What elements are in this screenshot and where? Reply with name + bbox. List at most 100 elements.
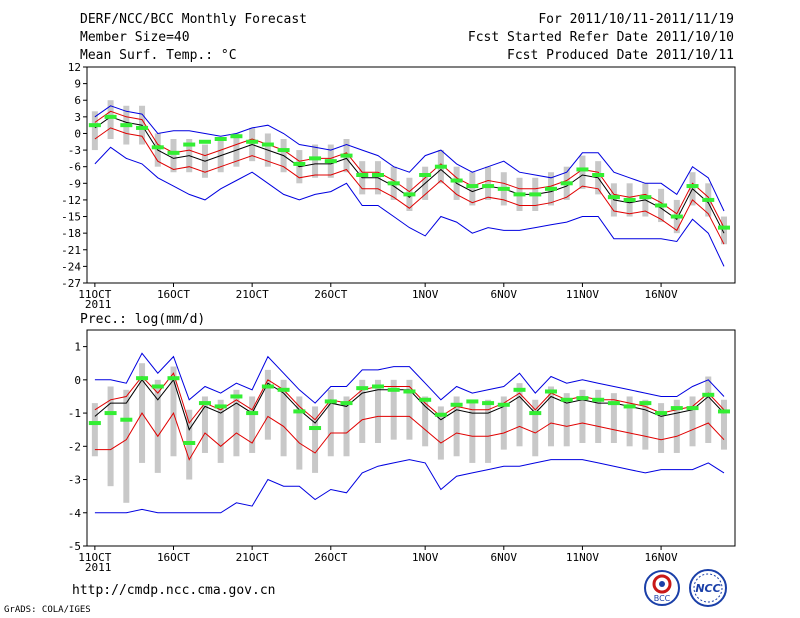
series-line-lower-inner	[94, 411, 725, 461]
series-line-lower-inner	[94, 127, 725, 245]
spread-box	[532, 399, 539, 457]
observation-marker	[434, 164, 447, 169]
plot-frame	[86, 329, 736, 547]
observation-marker	[261, 384, 274, 389]
observation-marker	[592, 173, 605, 177]
series-line-upper-outer	[94, 105, 725, 212]
observation-marker	[513, 192, 526, 197]
y-tick-label: -15	[61, 211, 81, 224]
chart-title: DERF/NCC/BCC Monthly Forecast	[80, 12, 307, 27]
observation-marker	[497, 402, 510, 407]
variable-label: Mean Surf. Temp.: °C	[80, 48, 237, 63]
observation-marker	[183, 440, 196, 445]
y-tick-label: 9	[74, 78, 81, 91]
plot-frame	[86, 66, 736, 284]
observation-marker	[88, 421, 101, 426]
spread-box	[516, 383, 523, 447]
spread-box	[327, 389, 334, 457]
spread-box	[485, 399, 492, 463]
observation-marker	[482, 184, 495, 189]
x-tick-label: 16NOV	[645, 551, 678, 564]
spread-box	[610, 393, 617, 443]
observation-marker	[544, 389, 557, 394]
spread-box	[264, 369, 271, 440]
observation-marker	[246, 411, 259, 416]
x-tick-label: 21OCT	[236, 288, 269, 301]
x-tick-label: 16OCT	[157, 288, 190, 301]
observation-marker	[293, 409, 306, 414]
observation-marker	[482, 401, 495, 406]
spread-box	[453, 396, 460, 457]
observation-marker	[576, 396, 589, 401]
observation-marker	[340, 401, 353, 406]
observation-marker	[497, 186, 510, 191]
observation-marker	[183, 142, 196, 147]
spread-box	[642, 399, 649, 450]
observation-marker	[419, 173, 432, 177]
observation-marker	[717, 225, 730, 230]
observation-marker	[655, 411, 668, 416]
observation-marker	[529, 192, 542, 197]
observation-marker	[387, 387, 400, 392]
observation-marker	[230, 394, 243, 399]
x-tick-label: 16OCT	[157, 551, 190, 564]
logos: BCC NCC	[644, 569, 727, 607]
observation-marker	[607, 401, 620, 406]
observation-marker	[356, 173, 369, 177]
observation-marker	[623, 404, 636, 409]
series-line-lower-outer	[94, 146, 725, 267]
fcst-produced-label: Fcst Produced Date 2011/10/11	[507, 48, 734, 63]
forecast-period-label: For 2011/10/11-2011/11/19	[538, 12, 734, 27]
observation-marker	[277, 148, 290, 153]
observation-marker	[607, 195, 620, 200]
spread-box	[547, 386, 554, 447]
observation-marker	[639, 401, 652, 406]
observation-marker	[198, 139, 211, 144]
spread-box	[343, 396, 350, 457]
observation-marker	[277, 387, 290, 392]
spread-box	[579, 389, 586, 443]
observation-marker	[403, 389, 416, 394]
observation-marker	[576, 167, 589, 172]
observation-marker	[136, 376, 149, 381]
spread-box	[217, 399, 224, 463]
series-line-upper-inner	[94, 372, 725, 425]
observation-marker	[702, 392, 715, 397]
spread-box	[249, 396, 256, 453]
observation-marker	[356, 386, 369, 391]
observation-marker	[560, 397, 573, 402]
observation-marker	[639, 195, 652, 200]
grads-credit: GrADS: COLA/IGES	[4, 605, 91, 615]
spread-box	[720, 399, 727, 450]
spread-box	[107, 100, 114, 139]
source-url[interactable]: http://cmdp.ncc.cma.gov.cn	[72, 583, 276, 598]
spread-box	[170, 139, 177, 173]
spread-box	[91, 111, 98, 151]
x-tick-label: 16NOV	[645, 288, 678, 301]
observation-marker	[670, 406, 683, 411]
spread-box	[296, 396, 303, 470]
spread-box	[422, 396, 429, 447]
spread-box	[595, 389, 602, 443]
y-tick-label: -9	[68, 177, 81, 190]
observation-marker	[670, 214, 683, 219]
observation-marker	[592, 397, 605, 402]
observation-marker	[104, 114, 117, 119]
spread-box	[233, 389, 240, 457]
observation-marker	[403, 192, 416, 197]
fcst-started-label: Fcst Started Refer Date 2011/10/10	[467, 30, 734, 45]
spread-box	[705, 376, 712, 443]
bcc-logo-icon: BCC	[644, 570, 680, 606]
observation-marker	[450, 178, 463, 183]
observation-marker	[466, 399, 479, 404]
observation-marker	[686, 184, 699, 189]
observation-marker	[655, 203, 668, 208]
observation-marker	[371, 384, 384, 389]
x-tick-label: 11OCT	[78, 551, 111, 564]
observation-marker	[151, 384, 164, 389]
spread-box	[579, 155, 586, 189]
precip-title: Prec.: log(mm/d)	[80, 312, 205, 327]
observation-marker	[513, 387, 526, 392]
